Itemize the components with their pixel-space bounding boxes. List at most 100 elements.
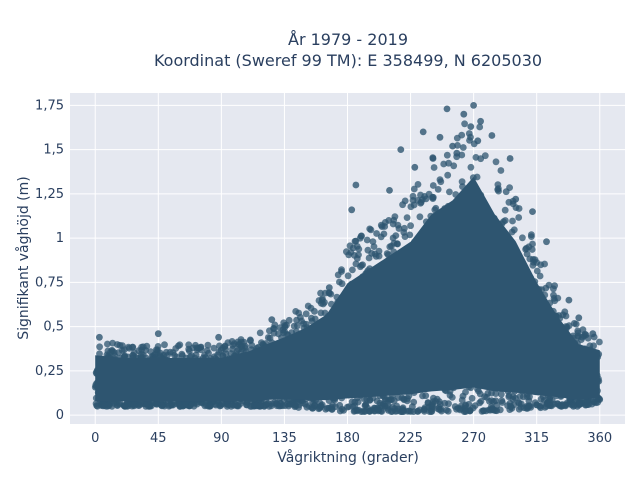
scatter-point xyxy=(501,217,509,224)
scatter-point xyxy=(410,185,418,193)
scatter-point xyxy=(156,349,164,357)
scatter-point xyxy=(96,343,103,351)
scatter-point xyxy=(465,130,473,137)
scatter-point xyxy=(270,325,278,333)
scatter-point xyxy=(470,102,477,109)
scatter-point xyxy=(419,392,426,400)
scatter-point xyxy=(391,213,399,221)
scatter-point xyxy=(565,296,573,304)
scatter-point xyxy=(125,343,132,351)
scatter-point xyxy=(175,400,183,408)
scatter-point xyxy=(302,310,310,318)
scatter-point xyxy=(401,197,409,205)
y-tick-label: 0,75 xyxy=(35,275,64,290)
scatter-point xyxy=(216,342,223,350)
scatter-point xyxy=(441,399,449,407)
scatter-point xyxy=(546,402,554,410)
scatter-point xyxy=(374,405,381,413)
scatter-point xyxy=(506,155,514,162)
x-tick-label: 315 xyxy=(524,431,549,446)
scatter-point xyxy=(311,307,318,315)
scatter-point xyxy=(443,105,451,113)
scatter-point xyxy=(400,229,408,236)
scatter-point xyxy=(467,163,475,171)
x-tick-label: 225 xyxy=(398,431,423,446)
scatter-point xyxy=(474,137,482,145)
scatter-point xyxy=(526,255,534,263)
scatter-point xyxy=(596,338,603,346)
scatter-point xyxy=(190,402,198,410)
scatter-point xyxy=(446,391,454,399)
scatter-point xyxy=(397,146,405,154)
scatter-point xyxy=(338,405,346,413)
scatter-point xyxy=(362,401,369,409)
scatter-point xyxy=(410,201,418,209)
scatter-point xyxy=(394,405,402,413)
scatter-point xyxy=(385,398,392,405)
scatter-point xyxy=(526,393,533,401)
scatter-point xyxy=(528,233,535,241)
scatter-point xyxy=(461,120,468,128)
scatter-point xyxy=(352,260,360,268)
scatter-point xyxy=(576,400,583,408)
scatter-point xyxy=(550,295,558,302)
scatter-point xyxy=(462,388,469,396)
scatter-point xyxy=(498,397,506,405)
scatter-point xyxy=(234,401,242,409)
scatter-point xyxy=(488,389,495,397)
scatter-point xyxy=(246,336,254,344)
scatter-point xyxy=(351,402,359,410)
scatter-point xyxy=(472,154,480,161)
scatter-point xyxy=(519,234,526,242)
scatter-point xyxy=(528,246,536,253)
scatter-point xyxy=(258,339,265,346)
scatter-point xyxy=(119,342,126,349)
scatter-point xyxy=(488,397,495,404)
scatter-point xyxy=(462,401,469,409)
scatter-point xyxy=(256,329,264,337)
scatter-point xyxy=(437,178,445,186)
x-tick-label: 270 xyxy=(461,431,486,446)
scatter-point xyxy=(429,155,437,162)
scatter-point xyxy=(426,408,433,415)
scatter-point xyxy=(406,231,414,239)
scatter-point xyxy=(345,251,353,259)
scatter-point xyxy=(317,309,325,317)
x-tick-label: 180 xyxy=(335,431,360,446)
scatter-point xyxy=(506,406,514,413)
scatter-point xyxy=(523,244,530,252)
scatter-point xyxy=(164,351,171,359)
scatter-point xyxy=(492,158,500,166)
scatter-point xyxy=(508,228,516,236)
scatter-point xyxy=(222,350,230,358)
scatter-point xyxy=(115,349,122,356)
scatter-point xyxy=(371,250,379,258)
scatter-point xyxy=(579,326,587,334)
scatter-point xyxy=(234,338,242,346)
scatter-point xyxy=(414,181,422,188)
scatter-point xyxy=(403,214,411,222)
scatter-point xyxy=(332,403,339,411)
x-axis-title: Vågriktning (grader) xyxy=(277,449,419,466)
scatter-point xyxy=(377,221,385,229)
scatter-point xyxy=(480,407,488,415)
scatter-point xyxy=(275,330,282,338)
scatter-point xyxy=(334,271,342,279)
scatter-point xyxy=(292,308,300,315)
scatter-point xyxy=(383,250,391,257)
scatter-point xyxy=(327,290,335,298)
scatter-point xyxy=(204,341,212,349)
scatter-point xyxy=(281,323,289,331)
scatter-point xyxy=(437,405,445,413)
scatter-point xyxy=(303,403,311,411)
y-tick-label: 0,25 xyxy=(35,364,64,379)
scatter-point xyxy=(502,188,510,196)
scatter-point xyxy=(346,242,354,250)
scatter-point xyxy=(338,280,346,288)
scatter-point xyxy=(317,402,325,410)
scatter-point xyxy=(559,311,567,319)
y-tick-label: 0 xyxy=(56,408,64,423)
scatter-point xyxy=(449,142,456,150)
scatter-point xyxy=(454,404,462,412)
scatter-point xyxy=(471,402,479,409)
